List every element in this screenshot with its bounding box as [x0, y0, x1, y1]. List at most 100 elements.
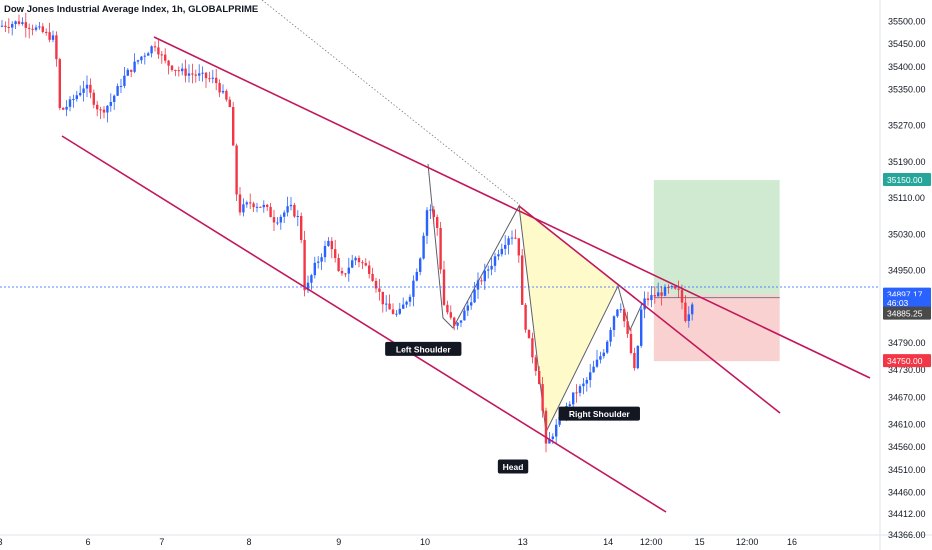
y-tick-label: 35400.00 — [888, 62, 926, 72]
candle-body — [204, 72, 208, 79]
trend-lines[interactable] — [0, 0, 880, 513]
candle-body — [306, 282, 310, 291]
candle-body — [286, 206, 289, 213]
candle-body — [514, 237, 517, 239]
candle-body — [242, 204, 245, 213]
y-tick-label: 34366.00 — [888, 530, 926, 540]
candle-body — [289, 204, 293, 207]
y-tick-label: 35190.00 — [888, 157, 926, 167]
candle-body — [34, 27, 38, 30]
candle-body — [4, 25, 7, 27]
candle-body — [599, 356, 602, 360]
candle-body — [436, 217, 439, 228]
candle-body — [249, 202, 252, 204]
neckline-channel[interactable] — [518, 205, 781, 414]
chart-title: Dow Jones Industrial Average Index, 1h, … — [4, 4, 258, 15]
candle-body — [636, 345, 639, 369]
candle-body — [221, 90, 225, 93]
candle-body — [334, 249, 337, 259]
candle-body — [228, 99, 231, 108]
price-badge[interactable] — [883, 306, 931, 320]
candle-body — [14, 21, 17, 25]
candle-body — [667, 287, 670, 289]
candle-body — [558, 416, 561, 425]
candle-body — [330, 240, 333, 250]
y-tick-label: 34510.00 — [888, 465, 926, 475]
candle-body — [327, 240, 330, 246]
x-tick-label: 8 — [247, 537, 252, 547]
x-tick-label: 12:00 — [736, 537, 759, 547]
candle-body — [626, 321, 629, 334]
candle-body — [660, 292, 663, 296]
candle-body — [68, 99, 72, 107]
candle-body — [422, 235, 425, 259]
candle-body — [113, 95, 116, 102]
candle-body — [473, 289, 476, 303]
candle-body — [136, 60, 140, 62]
candle-body — [317, 261, 320, 263]
target-zone[interactable] — [653, 180, 780, 295]
candle-body — [320, 257, 323, 262]
y-tick-label: 34950.00 — [888, 266, 926, 276]
risk-reward-zones[interactable] — [653, 180, 780, 362]
price-badge[interactable] — [883, 173, 931, 187]
channel-upper-line[interactable] — [153, 36, 871, 379]
x-axis[interactable]: 3 6 7 8 9 10 13 14 12:00 15 12:00 16 — [0, 537, 797, 547]
candle-body — [521, 255, 524, 305]
candle-body — [504, 244, 507, 249]
candle-body — [96, 104, 99, 110]
candle-body — [476, 280, 480, 290]
candle-body — [534, 357, 537, 372]
candle-body — [75, 95, 78, 100]
annotation-box — [385, 341, 462, 356]
candle-body — [208, 78, 211, 80]
candle-body — [351, 260, 354, 268]
candle-body — [493, 256, 497, 266]
candle-body — [279, 216, 282, 223]
candle-body — [510, 237, 514, 239]
channel-lower-line[interactable] — [61, 135, 667, 513]
price-badge-label: 34897.17 — [887, 290, 923, 300]
candle-body — [0, 25, 4, 27]
price-badge-label: 34750.00 — [887, 356, 923, 366]
candle-body — [391, 309, 395, 314]
candle-body — [446, 304, 449, 313]
y-axis[interactable]: 35500.00 35450.00 35400.00 35350.00 35270.00… — [883, 17, 931, 540]
candle-body — [643, 298, 646, 310]
candle-body — [28, 27, 31, 29]
candle-body — [602, 352, 605, 357]
candle-body — [259, 206, 262, 208]
candle-body — [459, 320, 463, 323]
x-tick-label: 15 — [695, 537, 705, 547]
price-badge[interactable] — [883, 354, 931, 368]
candle-body — [483, 270, 486, 282]
candle-body — [371, 273, 374, 281]
x-tick-label: 6 — [85, 537, 90, 547]
candle-body — [555, 424, 558, 437]
candle-body — [72, 99, 75, 101]
x-tick-label: 12:00 — [640, 537, 663, 547]
candle-body — [232, 107, 235, 146]
candle-body — [65, 106, 68, 110]
candle-body — [194, 74, 197, 76]
candle-body — [470, 302, 473, 306]
candle-body — [79, 92, 82, 96]
candle-body — [340, 270, 344, 274]
candle-body — [160, 54, 163, 56]
candle-body — [364, 263, 367, 266]
candle-body — [408, 296, 412, 302]
candle-body — [133, 61, 136, 72]
candle-body — [191, 73, 194, 75]
y-tick-label: 34670.00 — [888, 392, 926, 402]
candle-body — [150, 46, 153, 54]
pattern-fill — [519, 206, 618, 432]
price-badge-label: 35150.00 — [887, 175, 923, 185]
candle-body — [412, 280, 415, 297]
price-badge[interactable] — [883, 296, 931, 310]
head-shoulders-pattern — [427, 163, 643, 434]
candle-body — [276, 222, 279, 224]
candle-body — [541, 384, 544, 411]
candles — [0, 12, 694, 453]
